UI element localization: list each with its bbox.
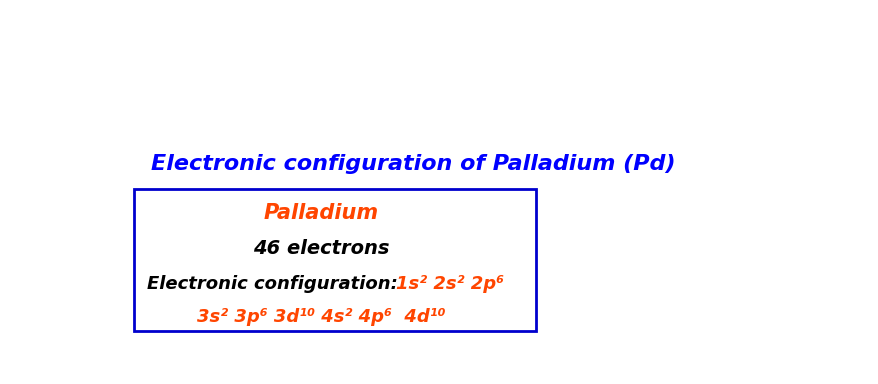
- FancyBboxPatch shape: [133, 189, 535, 331]
- Text: Electronic configuration of Palladium (Pd): Electronic configuration of Palladium (P…: [151, 154, 674, 174]
- Text: Palladium: Palladium: [263, 203, 378, 223]
- Text: 3s² 3p⁶ 3d¹⁰ 4s² 4p⁶  4d¹⁰: 3s² 3p⁶ 3d¹⁰ 4s² 4p⁶ 4d¹⁰: [197, 308, 445, 326]
- Text: Electronic configuration:: Electronic configuration:: [148, 275, 404, 293]
- Text: 1s² 2s² 2p⁶: 1s² 2s² 2p⁶: [395, 275, 503, 293]
- Text: 46 electrons: 46 electrons: [253, 239, 389, 258]
